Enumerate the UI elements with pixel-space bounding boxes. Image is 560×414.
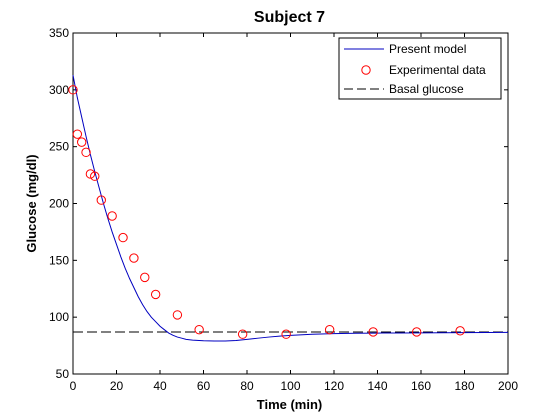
experimental-data-point xyxy=(194,324,204,335)
legend-label-experimental-data: Experimental data xyxy=(389,63,486,77)
chart-title: Subject 7 xyxy=(254,9,325,26)
experimental-data-point xyxy=(85,169,96,179)
y-tick-label: 250 xyxy=(49,140,69,154)
experimental-data-point xyxy=(150,289,161,300)
x-tick-label: 200 xyxy=(498,379,518,393)
series-layer xyxy=(68,74,509,342)
legend-marker-experimental-data xyxy=(361,65,371,75)
x-tick-label: 60 xyxy=(197,379,211,393)
experimental-data-point xyxy=(455,326,465,336)
experimental-data-point xyxy=(90,171,100,181)
y-tick-label: 150 xyxy=(49,253,69,267)
experimental-data-point xyxy=(324,324,335,335)
experimental-data-point xyxy=(140,272,150,283)
present-model-line xyxy=(72,74,509,342)
x-tick-label: 120 xyxy=(324,379,344,393)
experimental-data-point xyxy=(281,329,291,339)
y-tick-label: 200 xyxy=(49,197,69,211)
experimental-data-point xyxy=(118,232,128,243)
experimental-data-point xyxy=(68,85,78,95)
x-tick-label: 80 xyxy=(240,379,254,393)
y-tick-label: 50 xyxy=(56,367,70,381)
axis-ticks: 0 20 40 60 80 100 120 140 160 180 200 50 100 150 200 25… xyxy=(49,26,518,393)
legend-label-present-model: Present model xyxy=(389,42,466,56)
y-tick-label: 300 xyxy=(49,83,69,97)
x-axis-title: Time (min) xyxy=(257,397,323,412)
experimental-data-point xyxy=(368,327,378,337)
legend-label-basal-glucose: Basal glucose xyxy=(389,82,464,96)
experimental-data-point xyxy=(96,195,106,205)
x-tick-label: 0 xyxy=(70,379,77,393)
x-tick-label: 100 xyxy=(280,379,300,393)
y-axis-title: Glucose (mg/dl) xyxy=(24,154,39,252)
experimental-data-point xyxy=(107,211,117,221)
experimental-data-point xyxy=(411,327,422,337)
experimental-data-point xyxy=(237,329,248,339)
legend: Present model Experimental data Basal gl… xyxy=(338,37,502,100)
x-tick-label: 140 xyxy=(367,379,387,393)
experimental-data-point xyxy=(77,137,87,147)
experimental-data-point xyxy=(81,147,91,158)
x-tick-label: 180 xyxy=(454,379,474,393)
x-tick-label: 20 xyxy=(110,379,124,393)
y-tick-label: 100 xyxy=(49,310,69,324)
experimental-data-point xyxy=(172,310,183,320)
x-tick-label: 40 xyxy=(153,379,167,393)
experimental-data-point xyxy=(72,129,83,139)
x-tick-label: 160 xyxy=(411,379,431,393)
experimental-data-point xyxy=(129,253,139,263)
y-tick-label: 350 xyxy=(49,26,69,40)
